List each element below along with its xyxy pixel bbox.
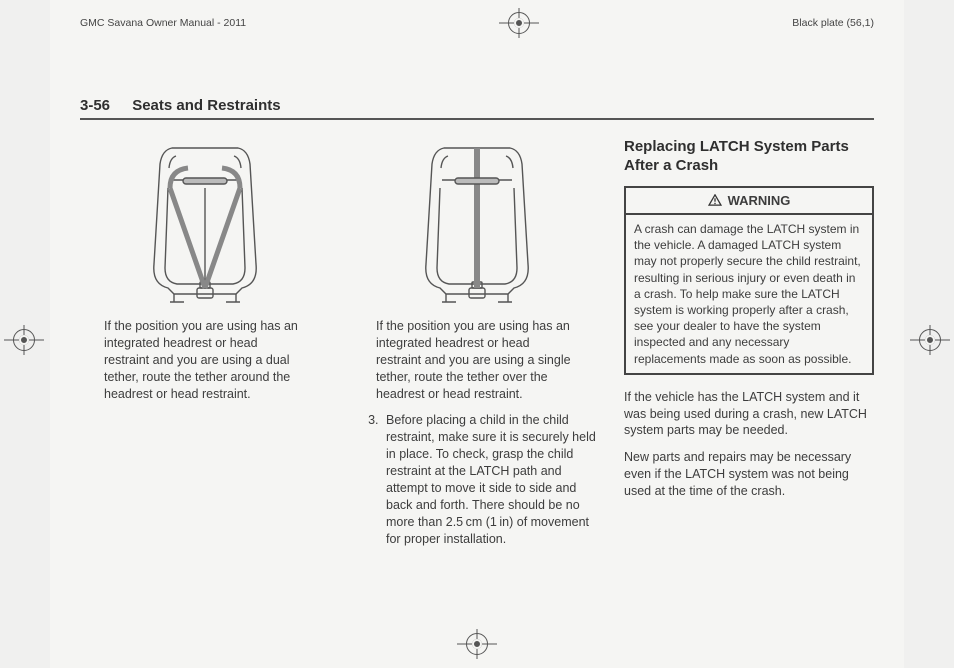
col3-para1: If the vehicle has the LATCH system and … [624,389,874,440]
registration-mark-bottom [453,624,501,664]
column-2: If the position you are using has an int… [352,138,602,547]
column-3: Replacing LATCH System Parts After a Cra… [624,138,874,547]
seat-dual-tether-illustration [140,138,270,308]
warning-body: A crash can damage the LATCH system in t… [626,215,872,373]
content-columns: If the position you are using has an int… [50,128,904,547]
section-page-number: 3-56 [80,97,110,114]
section-title: Seats and Restraints [132,97,280,114]
warning-label: WARNING [728,192,791,210]
install-step-3: Before placing a child in the child rest… [382,412,598,547]
install-steps-list: Before placing a child in the child rest… [382,412,602,547]
seat-single-tether-illustration [412,138,542,308]
col3-heading: Replacing LATCH System Parts After a Cra… [624,138,874,176]
col3-para2: New parts and repairs may be necessary e… [624,449,874,500]
section-header: 3-56 Seats and Restraints [80,97,874,120]
column-1: If the position you are using has an int… [80,138,330,547]
plate-label: Black plate (56,1) [792,17,874,29]
col2-caption: If the position you are using has an int… [376,318,578,402]
warning-triangle-icon [708,194,722,206]
warning-title-row: WARNING [626,188,872,216]
crop-header: GMC Savana Owner Manual - 2011 Black pla… [50,0,904,42]
manual-title: GMC Savana Owner Manual - 2011 [80,17,246,29]
warning-box: WARNING A crash can damage the LATCH sys… [624,186,874,375]
registration-mark-right [906,320,954,360]
manual-page: GMC Savana Owner Manual - 2011 Black pla… [50,0,904,668]
col1-caption: If the position you are using has an int… [104,318,306,402]
registration-mark-top [495,10,543,36]
registration-mark-left [0,320,48,360]
